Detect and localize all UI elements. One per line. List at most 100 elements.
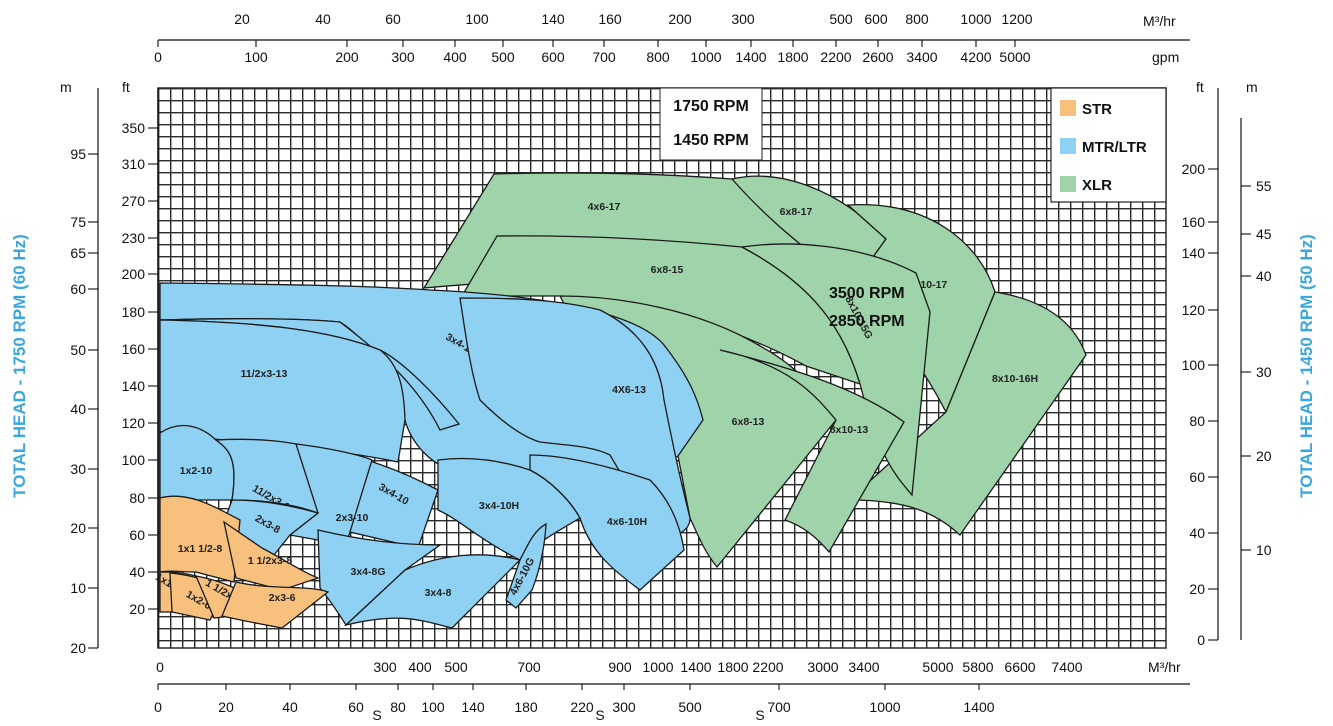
top-axis-gpm-tick-label: 800 (646, 49, 670, 65)
left-axis-m-unit: m (60, 79, 72, 95)
legend-swatch-mtr-ltr (1060, 138, 1076, 154)
left-axis-m-tick-label: 40 (70, 401, 86, 417)
bottom-axis-lower-tick-label: 140 (461, 699, 485, 715)
legend-label-xlr: XLR (1082, 177, 1112, 194)
region-area (223, 520, 320, 591)
region-2x3-10: 2x3-10 (288, 443, 373, 546)
rpm-note-mid: 3500 RPM 2850 RPM (829, 285, 905, 330)
bottom-axis-lower-tick-label: 20 (218, 699, 234, 715)
top-axis-gpm-tick-label: 0 (154, 49, 162, 65)
region-label: 6x8-13 (732, 416, 765, 428)
region-11-2x3-13: 11/2x3-13 (159, 319, 406, 463)
bottom-axis-m3-tick-label: 2200 (752, 659, 783, 675)
region-label: 4x6-10H (607, 516, 647, 528)
top-axis: 20 40 60 100 140 160 200 300 500 600 800 1000 1200 0… (154, 11, 1190, 65)
region-8x10-13: 8x10-13 (719, 349, 905, 554)
top-axis-gpm-tick-label: 100 (244, 49, 268, 65)
legend-label-str: STR (1082, 101, 1112, 118)
region-label: 8x10-13 (830, 424, 869, 436)
right-axis-ft-tick-label: 120 (1182, 302, 1206, 318)
bottom-axis-lower-tick-label: 0 (154, 699, 162, 715)
region-area (719, 349, 905, 554)
legend: STR MTR/LTR XLR (1050, 87, 1167, 203)
bottom-axis-lower-marker: S (372, 707, 381, 723)
left-axis-m-tick-label: 60 (70, 281, 86, 297)
region-area (529, 454, 685, 591)
top-axis-gpm-unit: gpm (1152, 49, 1179, 65)
right-axis-ft-tick-label: 20 (1189, 581, 1205, 597)
left-axis-ft-tick-label: 200 (122, 266, 146, 282)
top-axis-m3-tick-label: 20 (234, 11, 250, 27)
top-axis-m3-tick-label: 200 (668, 11, 692, 27)
right-axis-m-tick-label: 55 (1256, 178, 1272, 194)
left-axis-m-tick-label: 20 (70, 640, 86, 656)
right-axis-ft-tick-label: 160 (1182, 214, 1206, 230)
bottom-axis-lower-marker: S (595, 707, 604, 723)
right-axis-ft-tick-label: 60 (1189, 469, 1205, 485)
right-axis-ft-unit: ft (1196, 79, 1204, 95)
bottom-axis-lower-tick-label: 180 (514, 699, 538, 715)
bottom-axis-lower-ticks: 0 20 40 60 80 100 140 180 220 300 500 700 1000 1400 S S… (154, 684, 995, 723)
right-axis-ft-tick-label: 0 (1197, 632, 1205, 648)
top-axis-gpm-tick-label: 600 (541, 49, 565, 65)
region-area (343, 554, 522, 629)
bottom-axis-m3-tick-label: 900 (608, 659, 632, 675)
bottom-axis-lower-tick-label: 60 (348, 699, 364, 715)
region-label: 3x4-8 (425, 587, 452, 599)
region-label: 4x6-17 (588, 201, 621, 213)
left-axis-ft-tick-label: 270 (122, 193, 146, 209)
left-axis-m-tick-label: 95 (70, 146, 86, 162)
bottom-axis-lower-tick-label: 80 (390, 699, 406, 715)
top-axis-gpm-tick-label: 2200 (820, 49, 851, 65)
bottom-axis-m3-tick-label: 5000 (922, 659, 953, 675)
right-axis-m-unit: m (1246, 79, 1258, 95)
region-label: 2x3-6 (269, 592, 296, 604)
left-axis-ft-tick-label: 160 (122, 341, 146, 357)
bottom-axis-lower-tick-label: 100 (421, 699, 445, 715)
left-axis-m-tick-label: 65 (70, 245, 86, 261)
left-axis-ft-tick-label: 120 (122, 415, 146, 431)
top-axis-m3-tick-label: 1200 (1001, 11, 1032, 27)
left-axis-ft-tick-label: 60 (129, 527, 145, 543)
rpm-note-mid-b: 2850 RPM (829, 313, 905, 330)
top-axis-m3-unit: M³/hr (1143, 13, 1176, 29)
region-label: 1x2-10 (180, 465, 213, 477)
right-axis-m-tick-label: 45 (1256, 226, 1272, 242)
top-axis-m3-tick-label: 500 (829, 11, 853, 27)
rpm-note-top-b: 1450 RPM (673, 132, 749, 149)
top-axis-m3-ticks: 20 40 60 100 140 160 200 300 500 600 800 1000 1200 (234, 11, 1033, 27)
top-axis-gpm-tick-label: 400 (443, 49, 467, 65)
bottom-axis-m3-tick-label: 400 (408, 659, 432, 675)
left-axis-m-tick-label: 75 (70, 214, 86, 230)
top-axis-m3-tick-label: 160 (598, 11, 622, 27)
rpm-note-mid-a: 3500 RPM (829, 285, 905, 302)
region-label: 6x8-15 (651, 264, 684, 276)
bottom-axis-lower-tick-label: 500 (678, 699, 702, 715)
top-axis-m3-tick-label: 300 (731, 11, 755, 27)
top-axis-gpm-tick-label: 3400 (906, 49, 937, 65)
right-axis-ft-tick-label: 40 (1189, 525, 1205, 541)
legend-label-mtr-ltr: MTR/LTR (1082, 139, 1147, 156)
top-axis-gpm-ticks: 0 100 200 300 400 500 600 700 800 1000 1400 1800 220… (154, 40, 1031, 65)
rpm-note-top-a: 1750 RPM (673, 98, 749, 115)
region-label: 2x3-10 (336, 512, 369, 524)
left-axis-ft-tick-label: 140 (122, 378, 146, 394)
region-area (223, 499, 320, 572)
bottom-axis-m3-tick-label: 6600 (1004, 659, 1035, 675)
legend-swatch-str (1060, 100, 1076, 116)
right-axis-ft-tick-label: 140 (1182, 245, 1206, 261)
region-4x6-10h: 4x6-10H (529, 454, 685, 591)
bottom-axis-lower-tick-label: 220 (570, 699, 594, 715)
right-axis-title: TOTAL HEAD - 1450 RPM (50 Hz) (1297, 234, 1316, 498)
region-label: 3x4-10H (479, 500, 519, 512)
pump-regions: 4x6-17 6x8-176x8-158x10-178x10-16H8x10-15… (153, 172, 1087, 629)
left-axes: m ft 95 75 65 60 50 40 30 20 10 20 350 310 270 230 20… (10, 79, 159, 656)
bottom-axis-m3-tick-label: 3400 (848, 659, 879, 675)
left-axis-title: TOTAL HEAD - 1750 RPM (60 Hz) (10, 234, 29, 498)
top-axis-gpm-tick-label: 1800 (777, 49, 808, 65)
bottom-axis-m3-tick-label: 500 (444, 659, 468, 675)
left-axis-ft-tick-label: 310 (122, 156, 146, 172)
left-axis-ft-tick-label: 100 (122, 452, 146, 468)
bottom-axis: 0 300 400 500 700 900 1000 1400 1800 2200 3000 3400… (154, 659, 1190, 723)
